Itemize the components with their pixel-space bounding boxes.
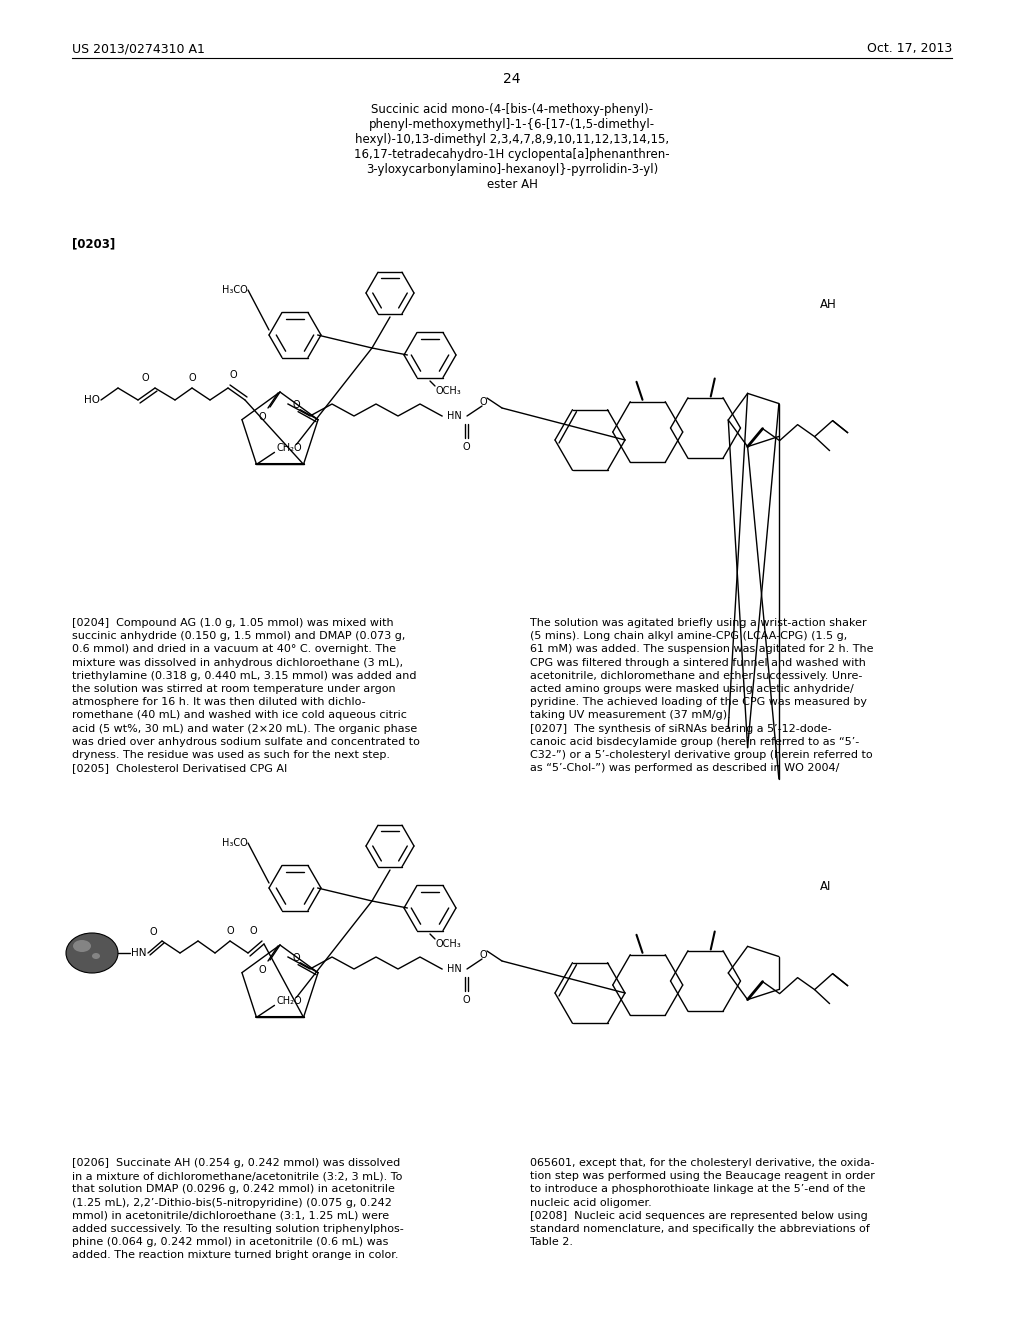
- Text: in a mixture of dichloromethane/acetonitrile (3:2, 3 mL). To: in a mixture of dichloromethane/acetonit…: [72, 1171, 402, 1181]
- Text: [0206]  Succinate AH (0.254 g, 0.242 mmol) was dissolved: [0206] Succinate AH (0.254 g, 0.242 mmol…: [72, 1158, 400, 1168]
- Text: succinic anhydride (0.150 g, 1.5 mmol) and DMAP (0.073 g,: succinic anhydride (0.150 g, 1.5 mmol) a…: [72, 631, 406, 642]
- Text: 065601, except that, for the cholesteryl derivative, the oxida-: 065601, except that, for the cholesteryl…: [530, 1158, 874, 1168]
- Text: O: O: [292, 400, 300, 409]
- Text: that solution DMAP (0.0296 g, 0.242 mmol) in acetonitrile: that solution DMAP (0.0296 g, 0.242 mmol…: [72, 1184, 395, 1195]
- Text: [0204]  Compound AG (1.0 g, 1.05 mmol) was mixed with: [0204] Compound AG (1.0 g, 1.05 mmol) wa…: [72, 618, 393, 628]
- Text: AI: AI: [820, 880, 831, 894]
- Text: HO: HO: [84, 395, 100, 405]
- Text: HN: HN: [447, 411, 462, 421]
- Text: mixture was dissolved in anhydrous dichloroethane (3 mL),: mixture was dissolved in anhydrous dichl…: [72, 657, 403, 668]
- Text: triethylamine (0.318 g, 0.440 mL, 3.15 mmol) was added and: triethylamine (0.318 g, 0.440 mL, 3.15 m…: [72, 671, 417, 681]
- Text: O: O: [150, 927, 157, 937]
- Text: O: O: [258, 965, 266, 975]
- Text: H₃CO: H₃CO: [222, 838, 248, 847]
- Text: taking UV measurement (37 mM/g).: taking UV measurement (37 mM/g).: [530, 710, 731, 721]
- Text: O: O: [462, 995, 470, 1005]
- Text: was dried over anhydrous sodium sulfate and concentrated to: was dried over anhydrous sodium sulfate …: [72, 737, 420, 747]
- Text: CPG was filtered through a sintered funnel and washed with: CPG was filtered through a sintered funn…: [530, 657, 866, 668]
- Text: OCH₃: OCH₃: [435, 939, 461, 949]
- Text: O: O: [462, 442, 470, 451]
- Text: 61 mM) was added. The suspension was agitated for 2 h. The: 61 mM) was added. The suspension was agi…: [530, 644, 873, 655]
- Text: C32-”) or a 5’-cholesteryl derivative group (herein referred to: C32-”) or a 5’-cholesteryl derivative gr…: [530, 750, 872, 760]
- Text: romethane (40 mL) and washed with ice cold aqueous citric: romethane (40 mL) and washed with ice co…: [72, 710, 407, 721]
- Text: acid (5 wt%, 30 mL) and water (2×20 mL). The organic phase: acid (5 wt%, 30 mL) and water (2×20 mL).…: [72, 723, 417, 734]
- Text: O: O: [480, 397, 487, 407]
- Text: added. The reaction mixture turned bright orange in color.: added. The reaction mixture turned brigh…: [72, 1250, 398, 1261]
- Text: OCH₃: OCH₃: [435, 385, 461, 396]
- Text: O: O: [258, 412, 266, 422]
- Text: [0207]  The synthesis of siRNAs bearing a 5’-12-dode-: [0207] The synthesis of siRNAs bearing a…: [530, 723, 831, 734]
- Text: 0.6 mmol) and dried in a vacuum at 40° C. overnight. The: 0.6 mmol) and dried in a vacuum at 40° C…: [72, 644, 396, 655]
- Text: (1.25 mL), 2,2’-Dithio-bis(5-nitropyridine) (0.075 g, 0.242: (1.25 mL), 2,2’-Dithio-bis(5-nitropyridi…: [72, 1197, 392, 1208]
- Ellipse shape: [92, 953, 100, 960]
- Text: acetonitrile, dichloromethane and ether successively. Unre-: acetonitrile, dichloromethane and ether …: [530, 671, 862, 681]
- Text: The solution was agitated briefly using a wrist-action shaker: The solution was agitated briefly using …: [530, 618, 866, 628]
- Text: to introduce a phosphorothioate linkage at the 5’-end of the: to introduce a phosphorothioate linkage …: [530, 1184, 865, 1195]
- Text: Succinic acid mono-(4-[bis-(4-methoxy-phenyl)-
phenyl-methoxymethyl]-1-{6-[17-(1: Succinic acid mono-(4-[bis-(4-methoxy-ph…: [354, 103, 670, 191]
- Text: HN: HN: [447, 964, 462, 974]
- Text: atmosphere for 16 h. It was then diluted with dichlo-: atmosphere for 16 h. It was then diluted…: [72, 697, 366, 708]
- Ellipse shape: [73, 940, 91, 952]
- Text: canoic acid bisdecylamide group (herein referred to as “5’-: canoic acid bisdecylamide group (herein …: [530, 737, 859, 747]
- Text: [0205]  Cholesterol Derivatised CPG AI: [0205] Cholesterol Derivatised CPG AI: [72, 763, 288, 774]
- Text: O: O: [226, 927, 233, 936]
- Text: the solution was stirred at room temperature under argon: the solution was stirred at room tempera…: [72, 684, 395, 694]
- Text: as “5’-Chol-”) was performed as described in WO 2004/: as “5’-Chol-”) was performed as describe…: [530, 763, 840, 774]
- Text: HN: HN: [131, 948, 146, 958]
- Text: (5 mins). Long chain alkyl amine-CPG (LCAA-CPG) (1.5 g,: (5 mins). Long chain alkyl amine-CPG (LC…: [530, 631, 847, 642]
- Text: CH₂O: CH₂O: [276, 997, 302, 1006]
- Text: pyridine. The achieved loading of the CPG was measured by: pyridine. The achieved loading of the CP…: [530, 697, 867, 708]
- Text: H₃CO: H₃CO: [222, 285, 248, 294]
- Text: Table 2.: Table 2.: [530, 1237, 573, 1247]
- Text: O: O: [249, 927, 257, 936]
- Ellipse shape: [66, 933, 118, 973]
- Text: O: O: [141, 374, 148, 383]
- Text: standard nomenclature, and specifically the abbreviations of: standard nomenclature, and specifically …: [530, 1224, 869, 1234]
- Text: Oct. 17, 2013: Oct. 17, 2013: [866, 42, 952, 55]
- Text: phine (0.064 g, 0.242 mmol) in acetonitrile (0.6 mL) was: phine (0.064 g, 0.242 mmol) in acetonitr…: [72, 1237, 388, 1247]
- Text: AH: AH: [820, 298, 837, 312]
- Text: tion step was performed using the Beaucage reagent in order: tion step was performed using the Beauca…: [530, 1171, 874, 1181]
- Text: added successively. To the resulting solution triphenylphos-: added successively. To the resulting sol…: [72, 1224, 403, 1234]
- Text: US 2013/0274310 A1: US 2013/0274310 A1: [72, 42, 205, 55]
- Text: CH₂O: CH₂O: [276, 444, 302, 453]
- Text: acted amino groups were masked using acetic anhydride/: acted amino groups were masked using ace…: [530, 684, 854, 694]
- Text: O: O: [188, 374, 196, 383]
- Text: dryness. The residue was used as such for the next step.: dryness. The residue was used as such fo…: [72, 750, 390, 760]
- Text: O: O: [292, 953, 300, 962]
- Text: O: O: [480, 950, 487, 960]
- Text: 24: 24: [503, 73, 521, 86]
- Text: [0203]: [0203]: [72, 238, 116, 249]
- Text: nucleic acid oligomer.: nucleic acid oligomer.: [530, 1197, 651, 1208]
- Text: mmol) in acetonitrile/dichloroethane (3:1, 1.25 mL) were: mmol) in acetonitrile/dichloroethane (3:…: [72, 1210, 389, 1221]
- Text: [0208]  Nucleic acid sequences are represented below using: [0208] Nucleic acid sequences are repres…: [530, 1210, 867, 1221]
- Text: O: O: [229, 370, 237, 380]
